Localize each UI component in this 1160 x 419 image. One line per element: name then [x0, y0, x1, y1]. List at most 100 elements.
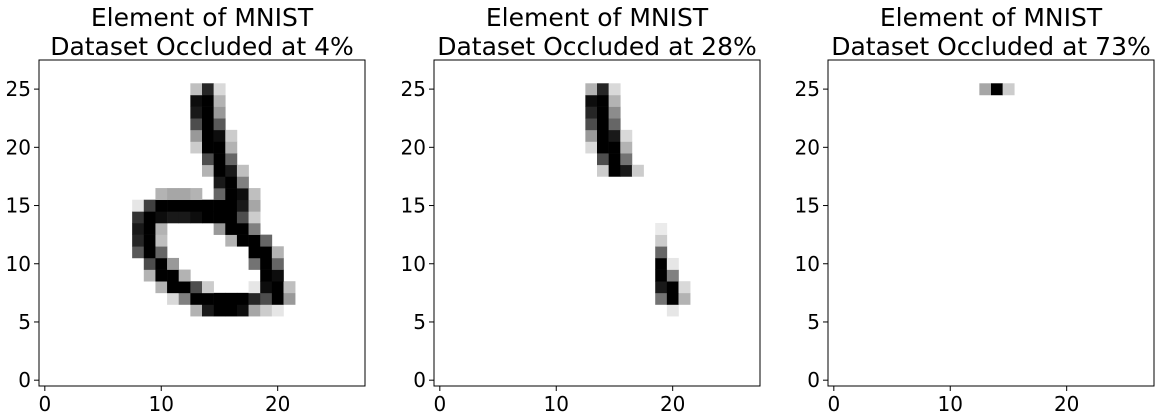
pixel-cell: [167, 281, 180, 294]
y-tick-label: 5: [18, 310, 31, 334]
pixel-cell: [167, 269, 180, 282]
pixel-cell: [225, 304, 238, 317]
pixel-cell: [597, 83, 609, 96]
x-tick-label: 10: [938, 392, 963, 416]
pixel-cell: [608, 153, 621, 166]
pixel-cell: [248, 292, 261, 305]
pixel-cell: [666, 269, 679, 282]
pixel-cell: [236, 223, 249, 235]
pixel-cell: [666, 304, 679, 317]
pixel-cell: [620, 141, 633, 154]
pixel-cell: [143, 199, 156, 212]
pixel-cell: [190, 83, 203, 96]
pixel-cell: [225, 153, 238, 166]
pixel-cell: [271, 257, 284, 270]
pixel-cell: [190, 199, 203, 212]
pixel-cell: [225, 199, 238, 212]
pixel-cell: [178, 188, 191, 201]
pixel-cell: [248, 188, 261, 201]
pixel-cell: [620, 164, 633, 177]
chart-title-line: Dataset Occluded at 28%: [437, 32, 757, 61]
pixel-cell: [190, 94, 203, 107]
pixel-cell: [979, 83, 992, 96]
pixel-cell: [271, 292, 284, 305]
pixel-cell: [585, 83, 598, 96]
pixel-cell: [202, 94, 214, 107]
x-tick-label: 10: [544, 392, 569, 416]
pixel-cell: [248, 257, 261, 270]
pixel-cell: [260, 234, 273, 247]
pixel-cell: [213, 199, 226, 212]
pixel-cell: [260, 281, 273, 294]
y-tick-label: 20: [401, 135, 426, 159]
x-tick-label: 20: [660, 392, 685, 416]
pixel-cell: [597, 141, 609, 154]
pixel-cell: [236, 304, 249, 317]
y-tick-label: 0: [18, 368, 31, 392]
y-tick-label: 0: [413, 368, 426, 392]
pixel-cell: [213, 188, 226, 201]
pixel-cell: [248, 211, 261, 224]
pixel-cell: [608, 118, 621, 131]
pixel-cell: [202, 164, 214, 177]
pixel-cell: [167, 188, 180, 201]
pixel-cell: [655, 257, 668, 270]
chart-title-line: Element of MNIST: [91, 3, 314, 32]
pixel-cell: [248, 304, 261, 317]
y-tick-label: 25: [795, 77, 820, 101]
pixel-cell: [608, 141, 621, 154]
pixel-cell: [213, 211, 226, 224]
pixel-cell: [608, 129, 621, 142]
pixel-cell: [225, 164, 238, 177]
pixel-cell: [167, 211, 180, 224]
pixel-cell: [225, 176, 238, 189]
pixel-cell: [190, 141, 203, 154]
y-tick-label: 5: [807, 310, 820, 334]
pixel-cell: [132, 211, 145, 224]
chart-title-line: Element of MNIST: [486, 3, 709, 32]
pixel-cell: [213, 292, 226, 305]
pixel-cell: [143, 269, 156, 282]
pixel-cell: [155, 223, 168, 235]
pixel-cell: [236, 164, 249, 177]
y-tick-label: 0: [807, 368, 820, 392]
pixel-cell: [655, 234, 668, 247]
image-pixels: [132, 83, 296, 317]
pixel-cell: [248, 246, 261, 259]
pixel-cell: [655, 223, 668, 235]
pixel-cell: [597, 153, 609, 166]
x-tick-label: 0: [38, 392, 51, 416]
pixel-cell: [155, 269, 168, 282]
pixel-cell: [213, 223, 226, 235]
pixel-cell: [585, 129, 598, 142]
pixel-cell: [190, 106, 203, 119]
y-tick-label: 20: [6, 135, 31, 159]
pixel-cell: [213, 176, 226, 189]
y-tick-label: 10: [6, 252, 31, 276]
pixel-cell: [202, 141, 214, 154]
pixel-cell: [178, 281, 191, 294]
pixel-cell: [132, 223, 145, 235]
pixel-cell: [202, 211, 214, 224]
pixel-cell: [225, 188, 238, 201]
pixel-cell: [202, 118, 214, 131]
pixel-cell: [178, 211, 191, 224]
pixel-cell: [202, 106, 214, 119]
y-tick-label: 5: [413, 310, 426, 334]
pixel-cell: [271, 269, 284, 282]
pixel-cell: [666, 292, 679, 305]
pixel-cell: [597, 164, 609, 177]
pixel-cell: [213, 153, 226, 166]
pixel-cell: [190, 211, 203, 224]
pixel-cell: [655, 292, 668, 305]
pixel-cell: [202, 129, 214, 142]
x-tick-label: 0: [433, 392, 446, 416]
pixel-cell: [225, 211, 238, 224]
pixel-cell: [236, 199, 249, 212]
pixel-cell: [178, 292, 191, 305]
pixel-cell: [225, 141, 238, 154]
pixel-cell: [260, 246, 273, 259]
pixel-cell: [597, 129, 609, 142]
